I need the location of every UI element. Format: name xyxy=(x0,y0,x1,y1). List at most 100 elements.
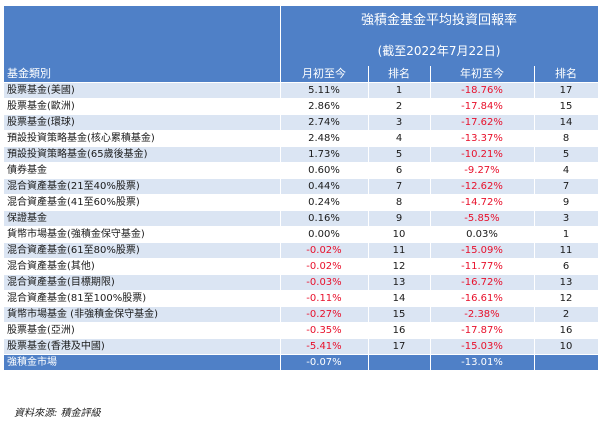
table-row: 混合資產基金(61至80%股票) -0.02% 11 -15.09% 11 xyxy=(4,242,599,259)
fund-name-cell: 混合資產基金(目標期限) xyxy=(4,274,281,291)
mtd-return-cell: -0.02% xyxy=(280,258,369,275)
table-row: 保證基金 0.16% 9 -5.85% 3 xyxy=(4,210,599,227)
ytd-rank-cell: 2 xyxy=(534,306,599,323)
ytd-rank-cell: 12 xyxy=(534,290,599,307)
fund-name-cell: 預設投資策略基金(核心累積基金) xyxy=(4,130,281,147)
fund-name-cell: 混合資產基金(其他) xyxy=(4,258,281,275)
ytd-rank-cell: 1 xyxy=(534,226,599,243)
table-row: 混合資產基金(81至100%股票) -0.11% 14 -16.61% 12 xyxy=(4,290,599,307)
table-subtitle: (截至2022年7月22日) xyxy=(280,36,599,66)
total-ytd-rank-cell xyxy=(534,354,599,370)
source-note: 資料來源: 積金評級 xyxy=(14,408,101,419)
fund-name-cell: 股票基金(美國) xyxy=(4,82,281,99)
table-title: 強積金基金平均投資回報率 xyxy=(280,6,599,36)
mtd-return-cell: -0.03% xyxy=(280,274,369,291)
mtd-return-cell: -5.41% xyxy=(280,338,369,355)
mtd-return-cell: 0.00% xyxy=(280,226,369,243)
total-ytd-cell: -13.01% xyxy=(430,354,535,370)
mtd-rank-cell: 17 xyxy=(368,338,431,355)
mtd-return-cell: -0.27% xyxy=(280,306,369,323)
mtd-rank-cell: 10 xyxy=(368,226,431,243)
table-row: 預設投資策略基金(核心累積基金) 2.48% 4 -13.37% 8 xyxy=(4,130,599,147)
ytd-return-cell: -10.21% xyxy=(430,146,535,163)
ytd-rank-cell: 10 xyxy=(534,338,599,355)
fund-name-cell: 貨幣市場基金 (非強積金保守基金) xyxy=(4,306,281,323)
fund-name-cell: 混合資產基金(41至60%股票) xyxy=(4,194,281,211)
ytd-return-cell: -9.27% xyxy=(430,162,535,179)
ytd-return-cell: -12.62% xyxy=(430,178,535,195)
mtd-return-cell: 1.73% xyxy=(280,146,369,163)
col-header-rank-ytd: 排名 xyxy=(534,66,599,83)
ytd-rank-cell: 8 xyxy=(534,130,599,147)
table-row: 股票基金(香港及中國) -5.41% 17 -15.03% 10 xyxy=(4,338,599,355)
total-mtd-rank-cell xyxy=(368,354,431,370)
ytd-rank-cell: 5 xyxy=(534,146,599,163)
total-name-cell: 強積金市場 xyxy=(4,354,281,370)
ytd-return-cell: -18.76% xyxy=(430,82,535,99)
mtd-rank-cell: 9 xyxy=(368,210,431,227)
mtd-rank-cell: 6 xyxy=(368,162,431,179)
ytd-return-cell: -13.37% xyxy=(430,130,535,147)
fund-name-cell: 股票基金(環球) xyxy=(4,114,281,131)
fund-name-cell: 股票基金(歐洲) xyxy=(4,98,281,115)
ytd-return-cell: -11.77% xyxy=(430,258,535,275)
mtd-rank-cell: 14 xyxy=(368,290,431,307)
mtd-return-cell: -0.35% xyxy=(280,322,369,339)
ytd-return-cell: -16.61% xyxy=(430,290,535,307)
ytd-rank-cell: 4 xyxy=(534,162,599,179)
ytd-return-cell: -14.72% xyxy=(430,194,535,211)
table-row: 債券基金 0.60% 6 -9.27% 4 xyxy=(4,162,599,179)
ytd-return-cell: -15.03% xyxy=(430,338,535,355)
table-row: 股票基金(美國) 5.11% 1 -18.76% 17 xyxy=(4,82,599,99)
mtd-rank-cell: 15 xyxy=(368,306,431,323)
col-header-mtd: 月初至今 xyxy=(280,66,369,83)
mtd-return-cell: 2.74% xyxy=(280,114,369,131)
header-blank-cell xyxy=(4,36,281,66)
table-row: 混合資產基金(目標期限) -0.03% 13 -16.72% 13 xyxy=(4,274,599,291)
ytd-rank-cell: 6 xyxy=(534,258,599,275)
mtd-return-cell: 0.44% xyxy=(280,178,369,195)
ytd-rank-cell: 17 xyxy=(534,82,599,99)
mtd-return-cell: 0.24% xyxy=(280,194,369,211)
table-row: 混合資產基金(其他) -0.02% 12 -11.77% 6 xyxy=(4,258,599,275)
table-row: 混合資產基金(41至60%股票) 0.24% 8 -14.72% 9 xyxy=(4,194,599,211)
mtd-rank-cell: 2 xyxy=(368,98,431,115)
mpf-returns-table: 強積金基金平均投資回報率 (截至2022年7月22日) 基金類別 月初至今 排名… xyxy=(4,6,599,370)
total-mtd-cell: -0.07% xyxy=(280,354,369,370)
mtd-rank-cell: 7 xyxy=(368,178,431,195)
ytd-return-cell: -17.87% xyxy=(430,322,535,339)
total-row: 強積金市場 -0.07% -13.01% xyxy=(4,354,599,370)
fund-name-cell: 混合資產基金(21至40%股票) xyxy=(4,178,281,195)
ytd-return-cell: 0.03% xyxy=(430,226,535,243)
table-row: 股票基金(歐洲) 2.86% 2 -17.84% 15 xyxy=(4,98,599,115)
fund-name-cell: 債券基金 xyxy=(4,162,281,179)
ytd-return-cell: -17.84% xyxy=(430,98,535,115)
header-blank-cell xyxy=(4,6,281,36)
ytd-return-cell: -2.38% xyxy=(430,306,535,323)
ytd-return-cell: -15.09% xyxy=(430,242,535,259)
mtd-return-cell: -0.11% xyxy=(280,290,369,307)
fund-name-cell: 股票基金(香港及中國) xyxy=(4,338,281,355)
ytd-return-cell: -5.85% xyxy=(430,210,535,227)
table-row: 預設投資策略基金(65歲後基金) 1.73% 5 -10.21% 5 xyxy=(4,146,599,163)
ytd-return-cell: -17.62% xyxy=(430,114,535,131)
fund-name-cell: 預設投資策略基金(65歲後基金) xyxy=(4,146,281,163)
ytd-rank-cell: 9 xyxy=(534,194,599,211)
mtd-return-cell: 0.16% xyxy=(280,210,369,227)
table-row: 貨幣市場基金(強積金保守基金) 0.00% 10 0.03% 1 xyxy=(4,226,599,243)
table-row: 混合資產基金(21至40%股票) 0.44% 7 -12.62% 7 xyxy=(4,178,599,195)
mtd-return-cell: 0.60% xyxy=(280,162,369,179)
mtd-rank-cell: 5 xyxy=(368,146,431,163)
mtd-rank-cell: 8 xyxy=(368,194,431,211)
fund-name-cell: 保證基金 xyxy=(4,210,281,227)
mtd-rank-cell: 11 xyxy=(368,242,431,259)
ytd-return-cell: -16.72% xyxy=(430,274,535,291)
fund-name-cell: 貨幣市場基金(強積金保守基金) xyxy=(4,226,281,243)
col-header-rank-mtd: 排名 xyxy=(368,66,431,83)
mtd-return-cell: -0.02% xyxy=(280,242,369,259)
ytd-rank-cell: 13 xyxy=(534,274,599,291)
fund-name-cell: 混合資產基金(81至100%股票) xyxy=(4,290,281,307)
mtd-return-cell: 2.86% xyxy=(280,98,369,115)
mtd-rank-cell: 4 xyxy=(368,130,431,147)
mtd-return-cell: 5.11% xyxy=(280,82,369,99)
